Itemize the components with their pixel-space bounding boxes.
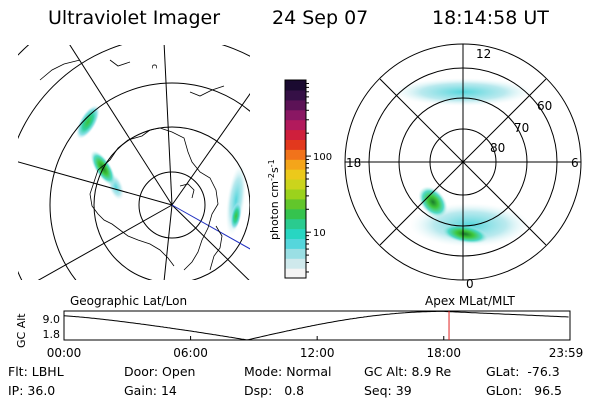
colorbar-tick-label: 100 <box>313 152 332 163</box>
image-time: 18:14:58 UT <box>432 7 549 29</box>
colorbar-tick-label: 10 <box>313 228 326 239</box>
colorbar-segment <box>285 248 306 259</box>
svg-text:c: c <box>149 64 159 69</box>
mlat-label-70: 70 <box>514 121 529 135</box>
gcalt-info: GC Alt: 8.9 Re <box>364 364 452 379</box>
altitude-plot: 00:00 06:00 12:00 18:00 23:59 9.0 1.8 <box>43 310 584 360</box>
colorbar-segment <box>285 159 306 170</box>
coastline-antarctica <box>39 59 225 271</box>
glon-value: 96.5 <box>534 383 562 398</box>
colorbar-segment <box>285 188 306 200</box>
mlt-label-18: 18 <box>346 156 361 170</box>
seq-info: Seq: 39 <box>364 383 412 398</box>
gain-value: 14 <box>160 383 177 398</box>
colorbar-segment <box>285 119 306 131</box>
altitude-xtick-label: 00:00 <box>47 346 82 360</box>
mlat-label-60: 60 <box>537 99 552 113</box>
altitude-xtick-label: 23:59 <box>549 346 584 360</box>
colorbar-segment <box>285 89 306 101</box>
image-date: 24 Sep 07 <box>272 7 369 29</box>
dsp-value: 0.8 <box>284 383 305 398</box>
colorbar-unit-label: photon cm-2s-1 <box>267 159 281 240</box>
seq-value: 39 <box>395 383 412 398</box>
colorbar-segment <box>285 179 306 190</box>
gain-info: Gain: 14 <box>124 383 177 398</box>
colorbar-segment <box>285 208 306 220</box>
colorbar-segment <box>285 258 306 269</box>
filter-info: Flt: LBHL <box>8 364 64 379</box>
colorbar-segment <box>285 99 306 111</box>
glat-info: GLat: -76.3 <box>486 364 560 379</box>
filter-value: LBHL <box>31 364 64 379</box>
altitude-ytick-label: 9.0 <box>43 313 61 326</box>
colorbar-segment <box>285 139 306 150</box>
colorbar-segment <box>285 218 306 230</box>
colorbar-segment <box>285 129 306 140</box>
colorbar-segment <box>285 169 306 180</box>
glat-value: -76.3 <box>527 364 560 379</box>
altitude-plot-frame <box>63 310 571 341</box>
altitude-series-line <box>63 310 569 341</box>
ip-value: 36.0 <box>27 383 56 398</box>
colorbar-segment <box>285 228 306 239</box>
app-title: Ultraviolet Imager <box>48 7 221 29</box>
mode-value: Normal <box>286 364 332 379</box>
colorbar-segment <box>285 238 306 249</box>
colorbar-segment <box>285 268 306 279</box>
dsp-info: Dsp: 0.8 <box>244 383 305 398</box>
right-panel-label: Apex MLat/MLT <box>425 294 515 308</box>
colorbar-segment <box>285 109 306 121</box>
altitude-ylabel: GC Alt <box>15 313 28 348</box>
door-info: Door: Open <box>124 364 196 379</box>
colorbar-segment <box>285 198 306 210</box>
colorbar-segment <box>285 80 306 91</box>
auroral-emission-left <box>76 105 247 236</box>
mlat-label-80: 80 <box>490 141 505 155</box>
left-panel-label: Geographic Lat/Lon <box>70 294 187 308</box>
geographic-map-panel: c <box>18 45 250 280</box>
mlt-label-12: 12 <box>476 47 491 61</box>
altitude-xtick-label: 12:00 <box>300 346 335 360</box>
glon-info: GLon: 96.5 <box>486 383 562 398</box>
mode-info: Mode: Normal <box>244 364 332 379</box>
ip-info: IP: 36.0 <box>8 383 56 398</box>
altitude-xtick-label: 06:00 <box>173 346 208 360</box>
gcalt-value: 8.9 Re <box>411 364 452 379</box>
mlt-label-6: 6 <box>571 156 579 170</box>
colorbar-segment <box>285 149 306 160</box>
door-value: Open <box>162 364 196 379</box>
altitude-ytick-label: 1.8 <box>43 328 61 341</box>
mlt-label-0: 0 <box>466 277 474 291</box>
colorbar: 10 100 <box>284 79 332 279</box>
altitude-xtick-label: 18:00 <box>426 346 461 360</box>
mlat-mlt-panel <box>344 43 582 281</box>
